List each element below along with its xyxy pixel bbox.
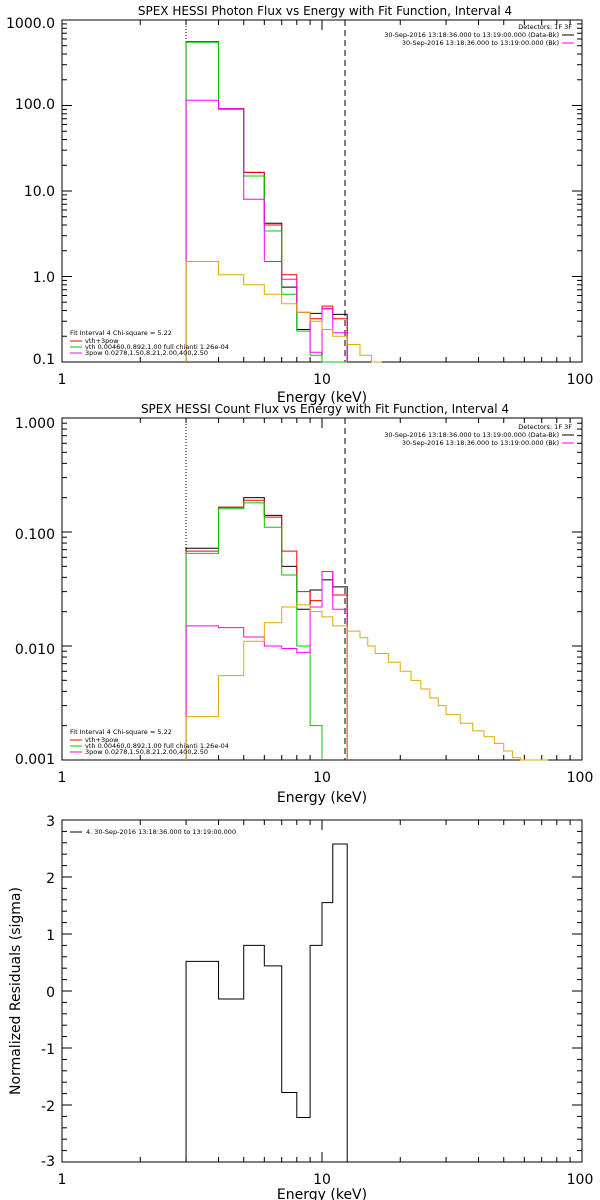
panel-residuals: 3 2 1 0 -1 -2 -3 1 10 100 Energy (keV) N… [8, 814, 593, 1200]
panel1-legend-entry: vth+3pow [85, 337, 119, 345]
panel2-series-line [185, 604, 348, 760]
panel1-ytick-label: 10.0 [24, 184, 55, 200]
panel1-ytick-label: 1.0 [33, 270, 55, 286]
panel1-series-line [185, 41, 348, 362]
panel1-series-line [185, 41, 348, 363]
panel2-xtick-label: 100 [567, 770, 594, 786]
panel1-xtick-label: 10 [313, 372, 331, 388]
panel-photon-flux: SPEX HESSI Photon Flux vs Energy with Fi… [6, 4, 593, 406]
panel2-xlabel: Energy (keV) [277, 790, 367, 806]
panel2-series-line [185, 497, 348, 760]
panel1-series-line [185, 41, 348, 362]
panel2-legend-entry: vth+3pow [85, 736, 119, 744]
panel3-series-line [185, 843, 348, 1162]
panel2-series-group [185, 497, 548, 761]
panel2-ytick-label: 1.000 [15, 416, 55, 432]
panel1-legend-entry: 3pow 0.0278,1.50,8.21,2.00,400,2.50 [85, 349, 208, 357]
panel1-ytick-label: 1000.0 [6, 16, 55, 32]
panel3-legend-entry: 4. 30-Sep-2016 13:18:36.000 to 13:19:00.… [86, 828, 236, 836]
panel1-ticks [61, 19, 583, 363]
panel2-title: SPEX HESSI Count Flux vs Energy with Fit… [141, 402, 509, 416]
panel1-ytick-label: 100.0 [15, 97, 55, 113]
panel1-xtick-label: 100 [567, 372, 594, 388]
panel2-header-detectors: Detectors: 1F 3F [518, 423, 572, 431]
panel3-frame [61, 819, 583, 1163]
panel3-xtick-label: 1 [58, 1172, 67, 1188]
panel1-title: SPEX HESSI Photon Flux vs Energy with Fi… [138, 4, 512, 18]
panel1-series-line [185, 99, 348, 362]
panel3-ytick-label: 3 [46, 814, 55, 830]
panel3-xtick-label: 100 [567, 1172, 594, 1188]
panel1-header-bk: 30-Sep-2016 13:18:36.000 to 13:19:00.000… [402, 39, 559, 47]
panel1-series-group [185, 41, 382, 363]
panel2-xtick-label: 10 [313, 770, 331, 786]
panel2-ytick-label: 0.001 [15, 752, 55, 768]
panel3-ylabel: Normalized Residuals (sigma) [8, 887, 24, 1095]
panel1-header-detectors: Detectors: 1F 3F [518, 23, 572, 31]
panel2-series-line [185, 502, 323, 760]
panel3-ytick-label: 1 [46, 928, 55, 944]
panel2-ytick-label: 0.010 [15, 642, 55, 658]
panel1-xlabel: Energy (keV) [277, 390, 367, 406]
panel1-header-databk: 30-Sep-2016 13:18:36.000 to 13:19:00.000… [384, 31, 559, 39]
panel2-legend-entry: 3pow 0.0278,1.50,8.21,2.00,400,2.50 [85, 748, 208, 756]
panel1-xtick-label: 1 [58, 372, 67, 388]
panel2-series-line [185, 499, 348, 760]
panel3-ytick-label: -2 [41, 1099, 55, 1115]
panel2-legend-entry: vth 0.00460,0.892,1.00 full chianti 1.26… [85, 742, 229, 750]
panel2-tail-line [347, 630, 548, 761]
panel2-xtick-label: 1 [58, 770, 67, 786]
panel2-ytick-label: 0.100 [15, 527, 55, 543]
panel1-series-line [185, 260, 382, 363]
panel3-ytick-label: -3 [41, 1154, 55, 1170]
panel2-header-databk: 30-Sep-2016 13:18:36.000 to 13:19:00.000… [384, 431, 559, 439]
panel3-ticks [61, 819, 583, 1163]
panel1-ytick-label: 0.1 [33, 352, 55, 368]
panel3-xtick-label: 10 [313, 1172, 331, 1188]
panel1-legend-entry: vth 0.00460,0.892,1.00 full chianti 1.26… [85, 343, 229, 351]
panel3-ytick-label: -1 [41, 1042, 55, 1058]
panel2-fit-info: Fit Interval 4 Chi-square = 5.22 [70, 728, 172, 736]
panel3-ytick-label: 0 [46, 985, 55, 1001]
panel3-ytick-label: 2 [46, 871, 55, 887]
panel2-header-bk: 30-Sep-2016 13:18:36.000 to 13:19:00.000… [402, 439, 559, 447]
panel3-series-group [185, 843, 348, 1162]
panel-count-flux: SPEX HESSI Count Flux vs Energy with Fit… [15, 402, 593, 806]
panel2-series-line [185, 571, 348, 760]
panel3-xlabel: Energy (keV) [277, 1187, 367, 1200]
panel1-fit-info: Fit Interval 4 Chi-square = 5.22 [70, 329, 172, 337]
